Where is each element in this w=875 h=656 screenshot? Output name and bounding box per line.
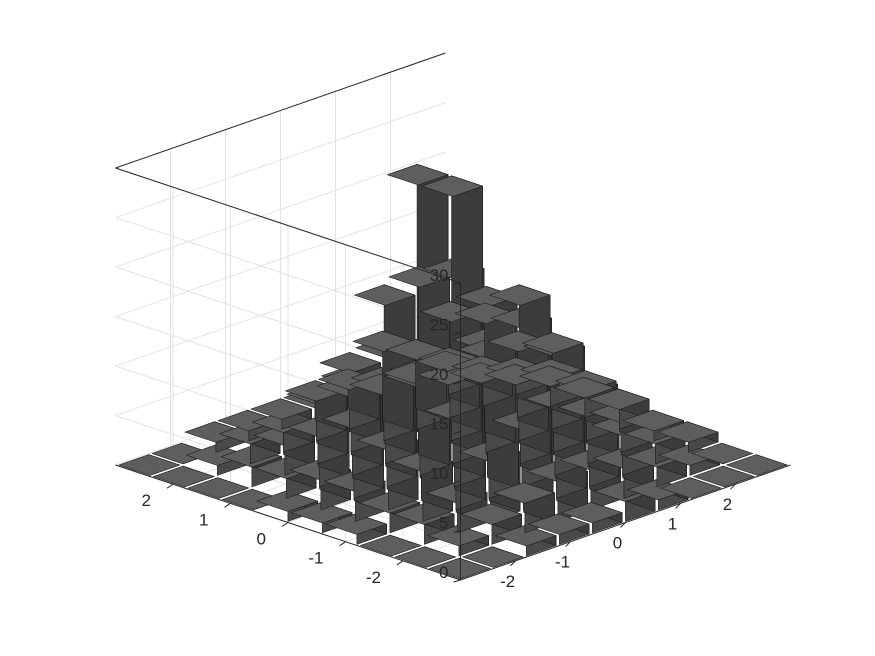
z-tick-label: 5 (439, 514, 448, 533)
y-tick-mark (396, 560, 404, 566)
bar-face-top (561, 501, 623, 524)
bar-face-top (285, 380, 347, 402)
bar-face-top (693, 465, 755, 488)
bar-face-top (493, 482, 555, 504)
bar-face-top (153, 465, 215, 488)
y-tick-label: -1 (308, 549, 323, 568)
bar-face-top (429, 557, 491, 580)
bar-face-top (489, 284, 551, 306)
bar-face-top (250, 398, 312, 420)
bar-face-top (421, 175, 483, 197)
bar-face-top (528, 513, 590, 535)
z-tick-mark (453, 332, 461, 336)
x-tick-label: 1 (668, 514, 677, 533)
bar-face-top (388, 266, 450, 288)
x-tick-mark (565, 541, 571, 548)
bar-face-top (118, 454, 180, 476)
y-tick-mark (166, 483, 174, 489)
bar-face-top (553, 376, 615, 399)
bar-face-top (622, 409, 684, 432)
bar-face-top (660, 477, 722, 499)
z-tick-mark (453, 282, 461, 286)
box-edge-top-right (115, 52, 446, 169)
z-tick-mark (453, 579, 461, 583)
bar-face-top (394, 546, 456, 568)
bar-face-top (522, 332, 584, 354)
bar-face-top (387, 164, 449, 186)
bars (118, 164, 788, 580)
bar-face-top (691, 442, 753, 465)
z-tick-mark (453, 431, 461, 435)
bar-face-top (319, 352, 381, 374)
bar-face-top (462, 546, 524, 568)
tick-labels: 0 5 10 15 20 25 30 -2 -1 0 1 2 -2 -1 0 1 2 (142, 266, 733, 591)
z-tick-mark (453, 381, 461, 385)
bar-face-top (460, 503, 522, 525)
z-tick-label: 30 (430, 266, 449, 285)
z-tick-label: 0 (439, 563, 448, 582)
x-tick-mark (510, 560, 516, 567)
bar-face-top (354, 284, 416, 306)
y-tick-mark (281, 522, 289, 527)
z-tick-label: 15 (430, 415, 449, 434)
z-tick-label: 20 (430, 365, 449, 384)
y-tick-label: 1 (199, 510, 208, 529)
x-tick-mark (675, 502, 681, 509)
box-edge-top-left (115, 167, 461, 284)
axes (115, 52, 791, 583)
y-tick-label: 2 (142, 491, 151, 510)
z-tick-label: 25 (430, 316, 449, 335)
z-tick-label: 10 (430, 464, 449, 483)
y-tick-mark (224, 502, 231, 508)
x-tick-label: -2 (500, 572, 515, 591)
x-tick-label: -1 (555, 553, 570, 572)
z-tick-mark (453, 480, 461, 484)
y-tick-label: -2 (366, 568, 381, 587)
y-tick-mark (339, 541, 346, 547)
x-tick-label: 0 (613, 534, 622, 553)
x-tick-mark (620, 522, 626, 528)
y-tick-label: 0 (257, 530, 266, 549)
bar-face-top (657, 421, 719, 443)
bar-face-top (588, 388, 650, 410)
bar-face-top (187, 477, 249, 499)
x-tick-mark (730, 483, 736, 490)
z-tick-mark (453, 530, 461, 534)
bar-face-top (726, 454, 788, 476)
x-tick-label: 2 (723, 495, 732, 514)
bar-face-top (360, 534, 422, 557)
